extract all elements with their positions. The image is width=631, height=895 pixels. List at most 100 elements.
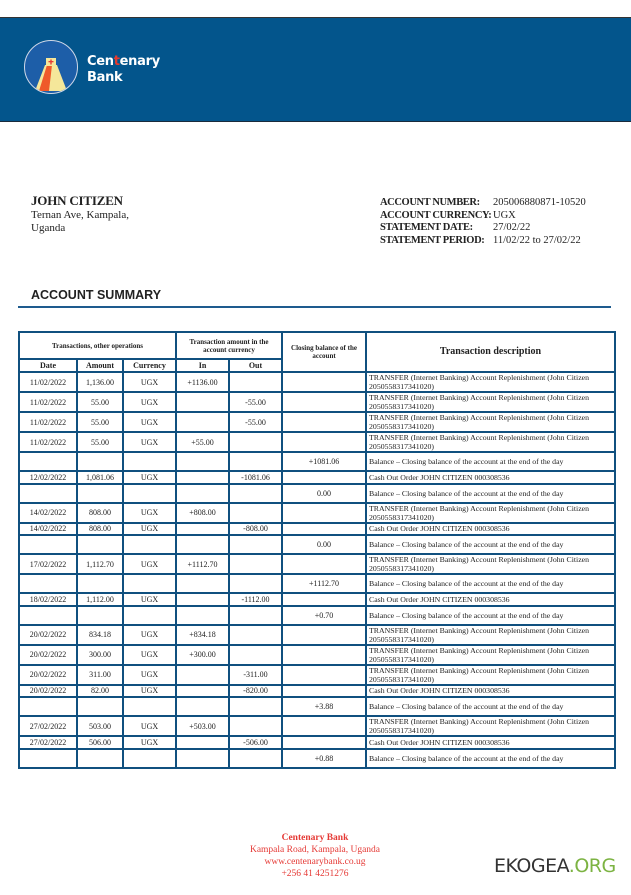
cell-out (227, 696, 284, 717)
cell-closing: +0.70 (281, 604, 368, 626)
cell-currency (122, 696, 177, 717)
cell-closing: +1081.06 (281, 451, 368, 472)
header-out: Out (227, 358, 284, 373)
cell-date: 11/02/2022 (18, 431, 78, 453)
cell-in (175, 604, 230, 626)
cell-currency (122, 573, 177, 594)
header-transactions-group: Transactions, other operations (18, 331, 177, 360)
cell-in (175, 663, 230, 686)
footer-bank-name: Centenary Bank (281, 833, 349, 843)
table-row: 20/02/2022 300.00 UGX +300.00 TRANSFER (Inte… (18, 643, 616, 666)
account-detail-value: 27/02/22 (493, 222, 531, 233)
cell-desc: Balance – Closing balance of the account… (365, 451, 616, 472)
cell-closing (281, 371, 368, 393)
cell-currency (122, 482, 177, 504)
account-details: ACCOUNT NUMBER: 205006880871-10520 ACCOUNT… (380, 197, 586, 247)
account-detail-row: STATEMENT DATE: 27/02/22 (380, 222, 586, 235)
table-row: +3.88 Balance – Closing balance of the ac… (18, 696, 616, 717)
cell-closing: +0.88 (281, 747, 368, 769)
cell-out: -808.00 (227, 521, 284, 536)
cell-in: +834.18 (175, 623, 230, 646)
cell-currency: UGX (122, 623, 177, 646)
cell-amount (76, 573, 124, 594)
cell-desc: Balance – Closing balance of the account… (365, 747, 616, 769)
cell-closing (281, 683, 368, 698)
table-row: 14/02/2022 808.00 UGX +808.00 TRANSFER (Inte… (18, 501, 616, 524)
cell-date (18, 604, 78, 626)
cell-currency: UGX (122, 735, 177, 750)
cell-in (175, 470, 230, 485)
cell-desc: Cash Out Order JOHN CITIZEN 000308536 (365, 470, 616, 485)
cell-out (227, 553, 284, 575)
cell-in (175, 747, 230, 769)
account-detail-label: ACCOUNT NUMBER: (380, 197, 480, 208)
footer-contact: Centenary Bank Kampala Road, Kampala, Ug… (230, 832, 400, 880)
brand-text-accent: t (113, 54, 120, 69)
cell-amount: 808.00 (76, 521, 124, 536)
account-detail-label: ACCOUNT CURRENCY: (380, 209, 492, 221)
cell-amount (76, 451, 124, 472)
cell-currency: UGX (122, 371, 177, 393)
cell-closing (281, 735, 368, 750)
cell-closing (281, 643, 368, 666)
cell-closing (281, 470, 368, 485)
table-row: 0.00 Balance – Closing balance of the acc… (18, 534, 616, 555)
table-row: 18/02/2022 1,112.00 UGX -1112.00 Cash Out Or… (18, 592, 616, 607)
cell-out (227, 573, 284, 594)
header-in: In (175, 358, 230, 373)
cell-currency: UGX (122, 553, 177, 575)
cell-date: 27/02/2022 (18, 735, 78, 750)
header-closing-balance: Closing balance of the account (281, 331, 368, 373)
cell-date: 27/02/2022 (18, 715, 78, 737)
cell-in (175, 482, 230, 504)
cell-closing (281, 623, 368, 646)
cell-amount: 808.00 (76, 501, 124, 524)
table-row: 11/02/2022 1,136.00 UGX +1136.00 TRANSFER (I… (18, 371, 616, 393)
cell-in (175, 451, 230, 472)
cell-in: +55.00 (175, 431, 230, 453)
cell-out (227, 715, 284, 737)
cell-in: +1112.70 (175, 553, 230, 575)
cell-date: 17/02/2022 (18, 553, 78, 575)
table-row: 11/02/2022 55.00 UGX +55.00 TRANSFER (Intern… (18, 431, 616, 453)
cell-desc: Balance – Closing balance of the account… (365, 696, 616, 717)
cell-closing (281, 715, 368, 737)
cell-in (175, 534, 230, 555)
cell-desc: Balance – Closing balance of the account… (365, 604, 616, 626)
section-title: ACCOUNT SUMMARY (31, 288, 162, 302)
cell-currency (122, 534, 177, 555)
cell-out (227, 431, 284, 453)
cell-amount (76, 604, 124, 626)
cell-desc: TRANSFER (Internet Banking) Account Repl… (365, 643, 616, 666)
cell-out (227, 482, 284, 504)
cell-out: -55.00 (227, 391, 284, 413)
cell-in: +300.00 (175, 643, 230, 666)
cell-amount: 300.00 (76, 643, 124, 666)
header-amount-group: Transaction amount in the account curren… (174, 331, 284, 360)
cell-out: -311.00 (227, 663, 284, 686)
cell-desc: Balance – Closing balance of the account… (365, 573, 616, 594)
cell-out (227, 623, 284, 646)
customer-name: JOHN CITIZEN (31, 193, 123, 208)
cell-closing (281, 592, 368, 607)
table-row: 27/02/2022 506.00 UGX -506.00 Cash Out Order… (18, 735, 616, 750)
cell-currency: UGX (122, 592, 177, 607)
brand-text: Bank (87, 70, 123, 85)
cell-out: -506.00 (227, 735, 284, 750)
cell-amount: 82.00 (76, 683, 124, 698)
cell-out (227, 371, 284, 393)
cell-date (18, 696, 78, 717)
cell-amount: 1,081.06 (76, 470, 124, 485)
cell-out: -1081.06 (227, 470, 284, 485)
table-row: 17/02/2022 1,112.70 UGX +1112.70 TRANSFER (I… (18, 553, 616, 575)
cell-desc: TRANSFER (Internet Banking) Account Repl… (365, 553, 616, 575)
cell-out (227, 643, 284, 666)
cell-currency: UGX (122, 715, 177, 737)
cell-in: +503.00 (175, 715, 230, 737)
cell-out (227, 604, 284, 626)
table-row: 27/02/2022 503.00 UGX +503.00 TRANSFER (Inte… (18, 715, 616, 737)
cell-out (227, 501, 284, 524)
cell-in (175, 391, 230, 413)
cell-desc: Cash Out Order JOHN CITIZEN 000308536 (365, 521, 616, 536)
cell-date: 14/02/2022 (18, 501, 78, 524)
